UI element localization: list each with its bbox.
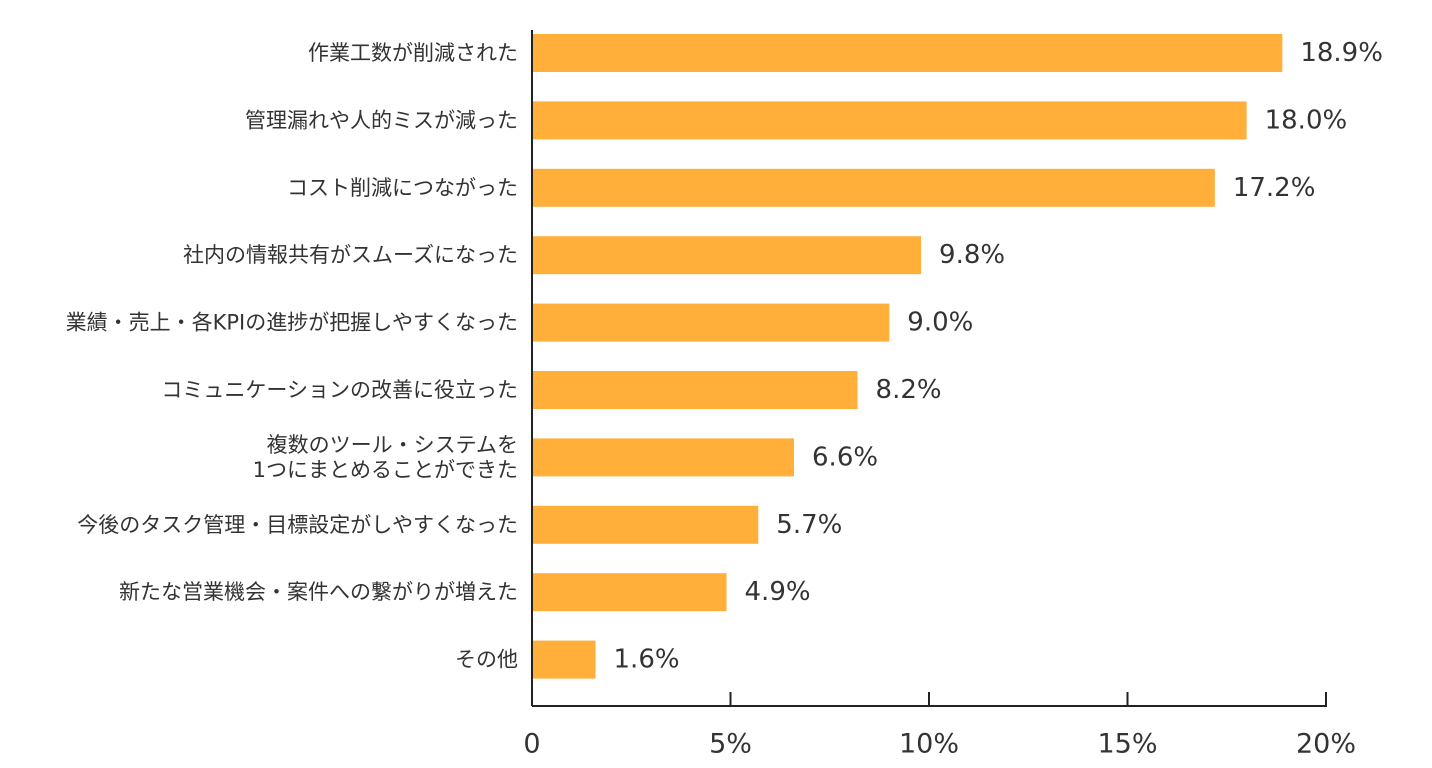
category-label-6: 複数のツール・システムを 1つにまとめることができた	[253, 433, 518, 482]
value-label-8: 4.9%	[745, 577, 811, 607]
bar-4	[532, 303, 890, 342]
bar-5	[532, 371, 858, 409]
bar-2	[532, 168, 1215, 207]
category-label-9: その他	[455, 648, 518, 672]
value-label-5: 8.2%	[876, 375, 942, 405]
value-label-6: 6.6%	[812, 442, 878, 472]
bar-3	[532, 236, 922, 275]
value-label-0: 18.9%	[1300, 38, 1383, 68]
bar-0	[532, 34, 1283, 72]
value-labels-group: 18.9% 18.0% 17.2% 9.8% 9.0% 8.2% 6.6% 5.7% 4.9% 1…	[614, 38, 1383, 675]
x-tick-label-1: 5%	[709, 729, 752, 760]
value-label-3: 9.8%	[939, 240, 1005, 270]
bar-9	[532, 640, 596, 679]
category-labels-group: 作業工数が削減された管理漏れや人的ミスが減ったコスト削減につながった社内の情報共…	[66, 41, 518, 672]
category-label-1: 管理漏れや人的ミスが減った	[245, 108, 518, 132]
category-label-0: 作業工数が削減された	[308, 41, 518, 65]
bar-6	[532, 438, 795, 477]
bar-8	[532, 573, 727, 612]
category-label-5: コミュニケーションの改善に役立った	[161, 378, 518, 402]
x-tick-label-0: 0	[523, 729, 540, 760]
x-tick-label-2: 10%	[899, 729, 959, 760]
value-label-2: 17.2%	[1233, 173, 1316, 203]
x-tick-label-3: 15%	[1097, 729, 1157, 760]
bars-group	[532, 34, 1283, 679]
x-ticks-group: 0 5% 10% 15% 20%	[523, 692, 1356, 760]
category-label-4: 業績・売上・各KPIの進捗が把握しやすくなった	[66, 311, 518, 335]
category-label-8: 新たな営業機会・案件への繋がりが増えた	[119, 580, 518, 604]
bar-7	[532, 505, 759, 544]
x-tick-label-4: 20%	[1296, 729, 1356, 760]
value-label-7: 5.7%	[776, 510, 842, 540]
category-label-7: 今後のタスク管理・目標設定がしやすくなった	[77, 513, 518, 537]
bar-1	[532, 101, 1247, 140]
value-label-4: 9.0%	[907, 308, 973, 338]
category-label-2: コスト削減につながった	[287, 176, 518, 200]
category-label-3: 社内の情報共有がスムーズになった	[183, 243, 518, 267]
value-label-9: 1.6%	[614, 645, 680, 675]
value-label-1: 18.0%	[1265, 105, 1348, 135]
